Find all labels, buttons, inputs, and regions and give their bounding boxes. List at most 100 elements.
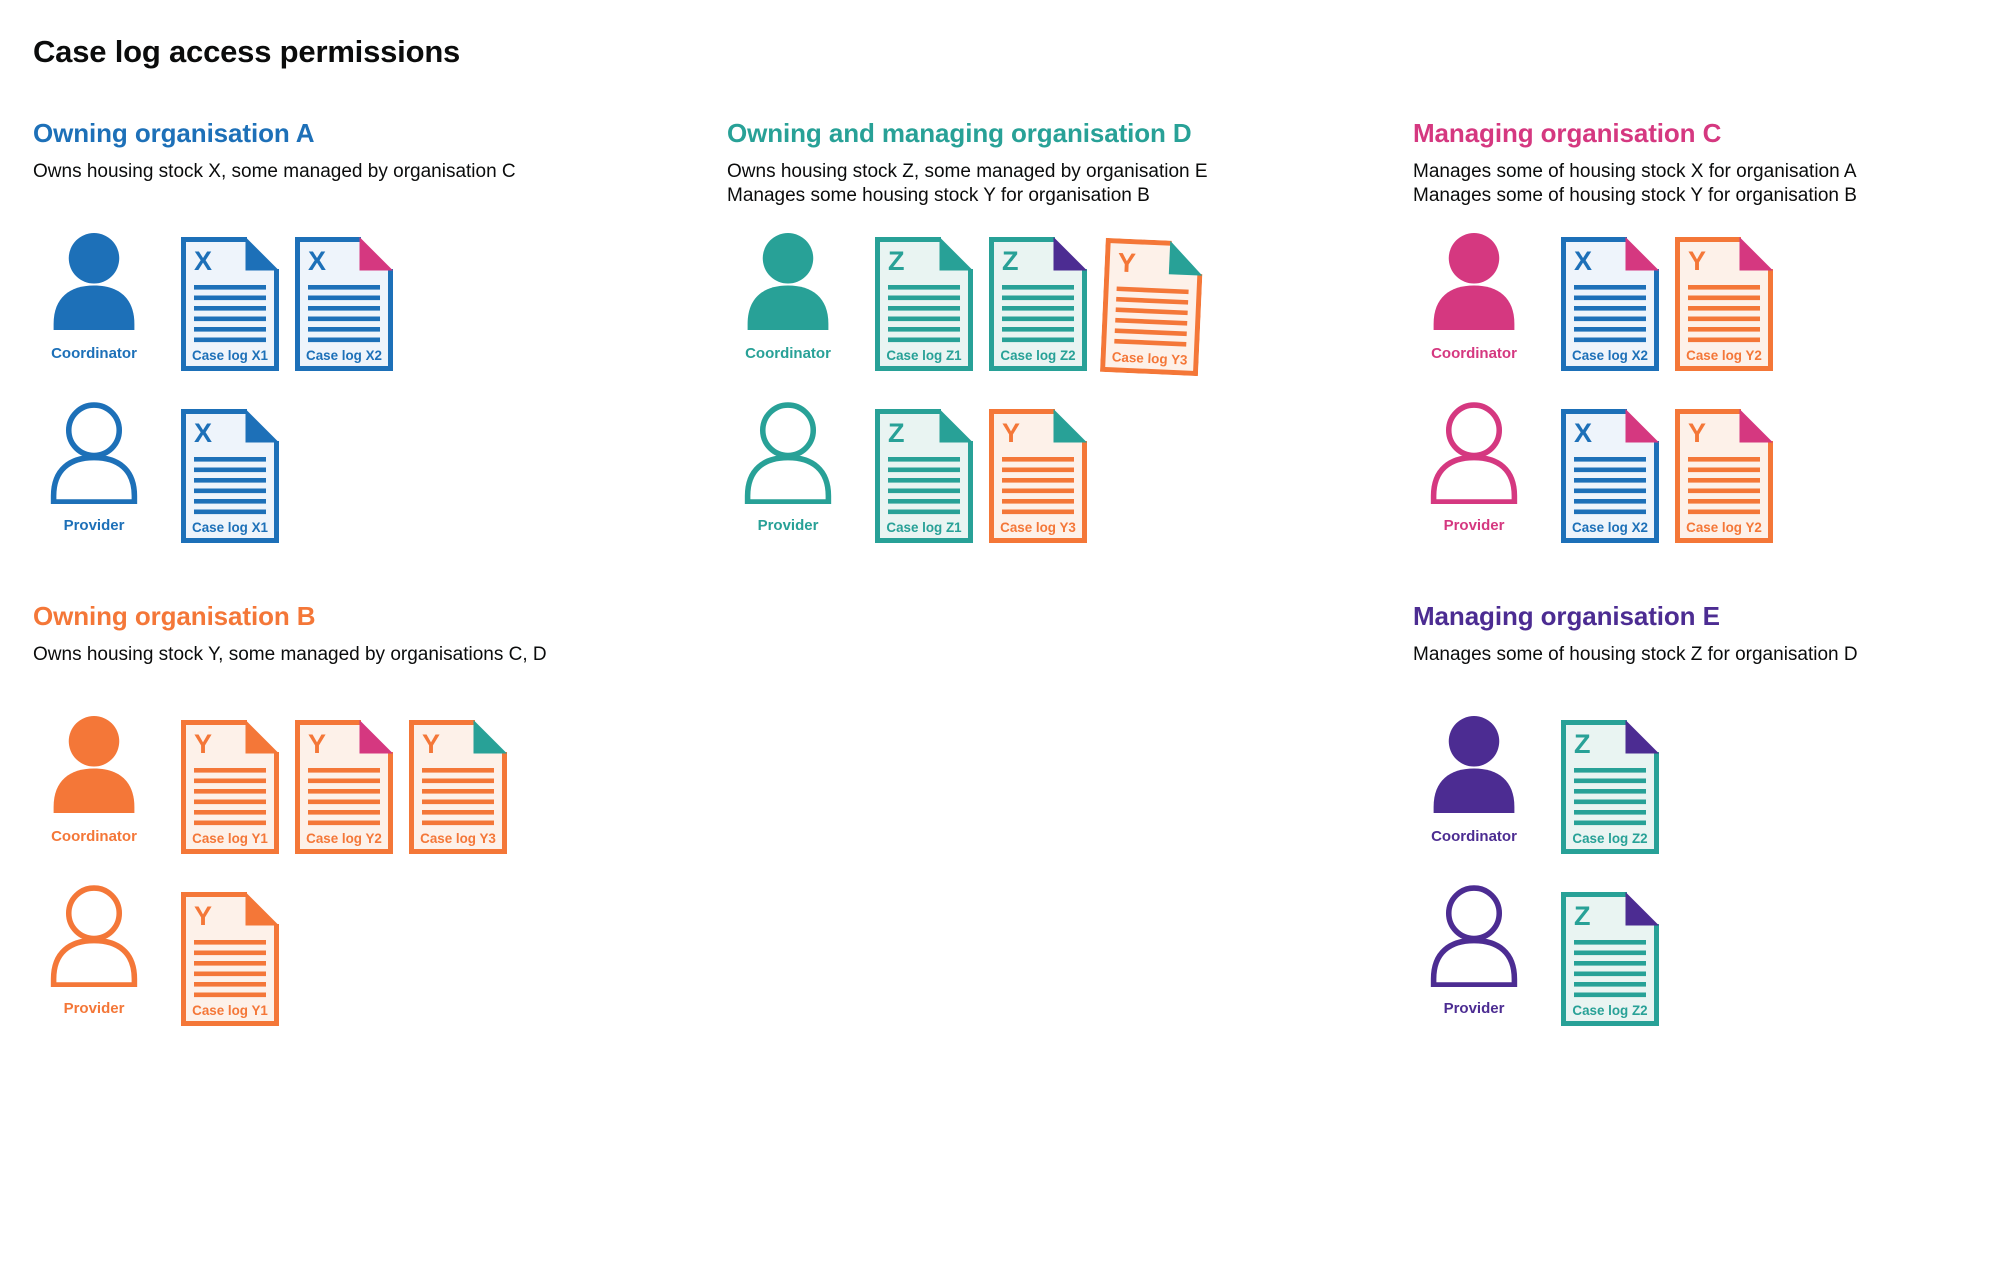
svg-text:Z: Z xyxy=(1574,729,1591,759)
org-d-description-line: Manages some housing stock Y for organis… xyxy=(727,185,1150,206)
person-filled-icon xyxy=(1430,229,1518,337)
org-b-coordinator: Coordinator xyxy=(33,712,155,845)
org-c-provider: Provider xyxy=(1413,401,1535,534)
doc-case-log-x1: X Case log X1 xyxy=(181,409,279,543)
doc-case-log-y2: Y Case log Y2 xyxy=(295,720,393,854)
svg-text:Case log Z2: Case log Z2 xyxy=(1572,1003,1647,1018)
svg-text:Case log Z1: Case log Z1 xyxy=(886,348,962,363)
org-a-coordinator-documents: X Case log X1 X Case log X2 xyxy=(181,237,393,371)
org-e-description-line: Manages some of housing stock Z for orga… xyxy=(1413,644,1858,665)
svg-text:Case log Y2: Case log Y2 xyxy=(306,831,382,846)
doc-case-log-y2: Y Case log Y2 xyxy=(1675,409,1773,543)
svg-text:X: X xyxy=(1574,418,1592,448)
org-a-coordinator: Coordinator xyxy=(33,229,155,362)
svg-text:Y: Y xyxy=(194,901,212,931)
svg-text:Case log Y1: Case log Y1 xyxy=(192,1003,268,1018)
svg-text:Case log Y3: Case log Y3 xyxy=(1111,349,1187,367)
org-e-provider: Provider xyxy=(1413,884,1535,1017)
org-b-description: Owns housing stock Y, some managed by or… xyxy=(33,643,727,693)
provider-label: Provider xyxy=(63,1000,125,1017)
org-d-coordinator: Coordinator xyxy=(727,229,849,362)
org-a-heading: Owning organisation A xyxy=(33,118,315,148)
svg-text:Case log Y3: Case log Y3 xyxy=(1000,520,1076,535)
org-d-heading: Owning and managing organisation D xyxy=(727,118,1192,148)
svg-text:X: X xyxy=(194,418,212,448)
person-filled-icon xyxy=(50,229,138,337)
doc-case-log-y3: Y Case log Y3 xyxy=(1099,237,1204,377)
coordinator-label: Coordinator xyxy=(51,828,137,845)
org-a-provider-row: Provider X Case log X1 xyxy=(33,401,727,543)
org-c-provider-row: Provider X Case log X2 Y Case log Y2 xyxy=(1413,401,1980,543)
org-e-description: Manages some of housing stock Z for orga… xyxy=(1413,643,1980,693)
org-d-description-line: Owns housing stock Z, some managed by or… xyxy=(727,161,1208,182)
org-d-provider-row: Provider Z Case log Z1 Y Case log Y3 xyxy=(727,401,1413,543)
org-b-provider: Provider xyxy=(33,884,155,1017)
provider-label: Provider xyxy=(757,517,819,534)
doc-case-log-x2: X Case log X2 xyxy=(1561,409,1659,543)
person-filled-icon xyxy=(744,229,832,337)
org-e-heading: Managing organisation E xyxy=(1413,601,1720,631)
doc-case-log-x2: X Case log X2 xyxy=(295,237,393,371)
svg-text:Z: Z xyxy=(1574,901,1591,931)
svg-text:Y: Y xyxy=(308,729,326,759)
org-section-org-d: Owning and managing organisation D Owns h… xyxy=(727,118,1413,543)
org-e-coordinator-row: Coordinator Z Case log Z2 xyxy=(1413,712,1980,854)
svg-text:Case log X2: Case log X2 xyxy=(1572,348,1648,363)
org-a-provider: Provider xyxy=(33,401,155,534)
org-b-provider-row: Provider Y Case log Y1 xyxy=(33,884,727,1026)
doc-case-log-y2: Y Case log Y2 xyxy=(1675,237,1773,371)
svg-text:Z: Z xyxy=(1002,246,1019,276)
doc-case-log-z2: Z Case log Z2 xyxy=(1561,720,1659,854)
doc-case-log-x1: X Case log X1 xyxy=(181,237,279,371)
org-d-provider: Provider xyxy=(727,401,849,534)
svg-text:Case log Z1: Case log Z1 xyxy=(886,520,962,535)
person-outline-icon xyxy=(50,884,138,992)
provider-label: Provider xyxy=(1443,517,1505,534)
page-title: Case log access permissions xyxy=(33,34,461,69)
org-d-coordinator-row: Coordinator Z Case log Z1 Z Case log Z2 Y Case… xyxy=(727,229,1413,377)
person-filled-icon xyxy=(50,712,138,820)
org-a-provider-documents: X Case log X1 xyxy=(181,409,279,543)
org-a-description: Owns housing stock X, some managed by or… xyxy=(33,160,727,210)
org-section-org-a: Owning organisation A Owns housing stock … xyxy=(33,118,727,543)
coordinator-label: Coordinator xyxy=(1431,345,1517,362)
person-filled-icon xyxy=(1430,712,1518,820)
org-e-coordinator-documents: Z Case log Z2 xyxy=(1561,720,1659,854)
doc-case-log-y3: Y Case log Y3 xyxy=(989,409,1087,543)
org-b-coordinator-row: Coordinator Y Case log Y1 Y Case log Y2 Y Case… xyxy=(33,712,727,854)
doc-case-log-z2: Z Case log Z2 xyxy=(989,237,1087,371)
coordinator-label: Coordinator xyxy=(745,345,831,362)
coordinator-label: Coordinator xyxy=(1431,828,1517,845)
doc-case-log-y1: Y Case log Y1 xyxy=(181,892,279,1026)
org-d-provider-documents: Z Case log Z1 Y Case log Y3 xyxy=(875,409,1087,543)
org-c-coordinator-row: Coordinator X Case log X2 Y Case log Y2 xyxy=(1413,229,1980,371)
svg-text:X: X xyxy=(194,246,212,276)
person-outline-icon xyxy=(1430,401,1518,509)
svg-text:X: X xyxy=(308,246,326,276)
org-e-provider-row: Provider Z Case log Z2 xyxy=(1413,884,1980,1026)
person-outline-icon xyxy=(744,401,832,509)
person-outline-icon xyxy=(1430,884,1518,992)
svg-text:Y: Y xyxy=(422,729,440,759)
svg-text:Case log Z2: Case log Z2 xyxy=(1000,348,1075,363)
svg-text:Case log Y1: Case log Y1 xyxy=(192,831,268,846)
org-c-description-line: Manages some of housing stock Y for orga… xyxy=(1413,185,1857,206)
svg-text:Y: Y xyxy=(1002,418,1020,448)
svg-text:Z: Z xyxy=(888,246,905,276)
org-section-org-e: Managing organisation E Manages some of h… xyxy=(1413,601,1980,1026)
svg-text:Case log Y2: Case log Y2 xyxy=(1686,348,1762,363)
svg-text:Case log X2: Case log X2 xyxy=(1572,520,1648,535)
org-e-coordinator: Coordinator xyxy=(1413,712,1535,845)
svg-text:Case log Y2: Case log Y2 xyxy=(1686,520,1762,535)
org-b-heading: Owning organisation B xyxy=(33,601,316,631)
coordinator-label: Coordinator xyxy=(51,345,137,362)
org-d-coordinator-documents: Z Case log Z1 Z Case log Z2 Y Case log Y3 xyxy=(875,237,1203,377)
doc-case-log-x2: X Case log X2 xyxy=(1561,237,1659,371)
org-e-provider-documents: Z Case log Z2 xyxy=(1561,892,1659,1026)
org-c-heading: Managing organisation C xyxy=(1413,118,1722,148)
provider-label: Provider xyxy=(63,517,125,534)
org-c-coordinator: Coordinator xyxy=(1413,229,1535,362)
person-outline-icon xyxy=(50,401,138,509)
org-c-description-line: Manages some of housing stock X for orga… xyxy=(1413,161,1857,182)
org-b-provider-documents: Y Case log Y1 xyxy=(181,892,279,1026)
